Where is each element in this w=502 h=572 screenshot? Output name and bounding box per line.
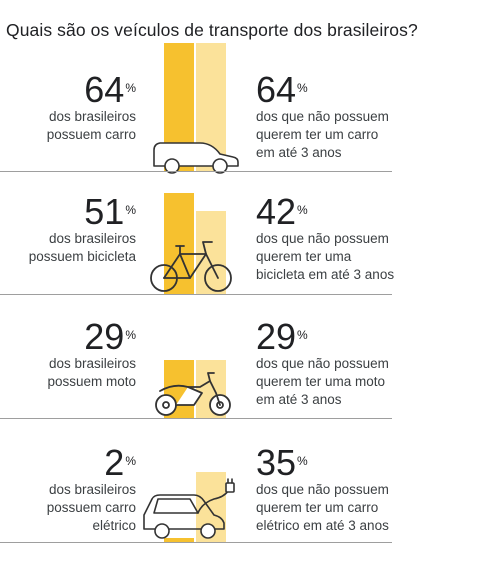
owns-description: dos brasileiros possuem bicicleta [0,230,136,266]
row-electric-car: 2% dos brasileiros possuem carro elétric… [0,419,502,543]
percent-sign: % [125,203,136,217]
owns-bar [164,193,194,295]
wants-line: em até 3 anos [256,392,342,407]
owns-value: 29% [84,319,136,355]
percent-sign: % [297,328,308,342]
owns-description: dos brasileiros possuem carro elétrico [0,481,136,535]
owns-line: possuem moto [47,374,136,389]
wants-number: 42 [256,191,297,232]
owns-line: possuem bicicleta [28,249,136,264]
wants-line: bicicleta em até 3 anos [256,267,395,282]
wants-bar [196,211,226,295]
wants-line: querem ter uma moto [256,374,386,389]
owns-value: 64% [84,72,136,108]
wants-description: dos que não possuem querem ter uma bicic… [256,230,394,284]
percent-sign: % [297,203,308,217]
row-motorcycle: 29% dos brasileiros possuem moto 29% dos… [0,295,502,419]
motorcycle-icon [155,372,231,416]
owns-line: possuem carro [46,127,136,142]
owns-number: 64 [84,69,125,110]
owns-number: 29 [84,316,125,357]
percent-sign: % [125,328,136,342]
electric-car-icon [143,478,235,539]
wants-number: 64 [256,69,297,110]
percent-sign: % [125,454,136,468]
owns-line: elétrico [92,518,136,533]
wants-description: dos que não possuem querem ter um carro … [256,108,389,162]
percent-sign: % [297,81,308,95]
owns-value: 51% [84,194,136,230]
owns-line: dos brasileiros [48,356,136,371]
wants-value: 29% [256,319,308,355]
row-divider [0,294,392,295]
owns-line: possuem carro [46,500,136,515]
owns-description: dos brasileiros possuem moto [0,355,136,391]
chart-title: Quais são os veículos de transporte dos … [6,20,418,40]
row-car: 64% dos brasileiros possuem carro 64% do… [0,43,502,174]
wants-number: 29 [256,316,297,357]
car-bars-illustration [153,43,239,174]
wants-line: querem ter uma [256,249,352,264]
motorcycle-bars-illustration [155,360,231,418]
row-bicycle: 51% dos brasileiros possuem bicicleta 42… [0,172,502,296]
wants-value: 64% [256,72,308,108]
wants-line: querem ter um carro [256,500,379,515]
owns-number: 2 [104,442,125,483]
wants-number: 35 [256,442,297,483]
wants-value: 42% [256,194,308,230]
owns-line: dos brasileiros [48,109,136,124]
wants-line: dos que não possuem [256,109,389,124]
owns-line: dos brasileiros [48,231,136,246]
bicycle-bars-illustration [150,193,232,295]
owns-value: 2% [104,445,136,481]
wants-description: dos que não possuem querem ter uma moto … [256,355,389,409]
row-divider [0,542,392,543]
electric-car-bars-illustration [143,472,235,542]
wants-line: elétrico em até 3 anos [256,518,389,533]
owns-number: 51 [84,191,125,232]
wants-line: querem ter um carro [256,127,379,142]
wants-line: dos que não possuem [256,231,389,246]
row-divider [0,171,392,172]
owns-bar [164,538,194,542]
percent-sign: % [125,81,136,95]
wants-line: em até 3 anos [256,145,342,160]
wants-line: dos que não possuem [256,356,389,371]
car-icon [153,142,239,174]
owns-line: dos brasileiros [48,482,136,497]
wants-description: dos que não possuem querem ter um carro … [256,481,389,535]
percent-sign: % [297,454,308,468]
wants-line: dos que não possuem [256,482,389,497]
bicycle-icon [150,241,232,292]
wants-value: 35% [256,445,308,481]
row-divider [0,418,392,419]
owns-description: dos brasileiros possuem carro [0,108,136,144]
